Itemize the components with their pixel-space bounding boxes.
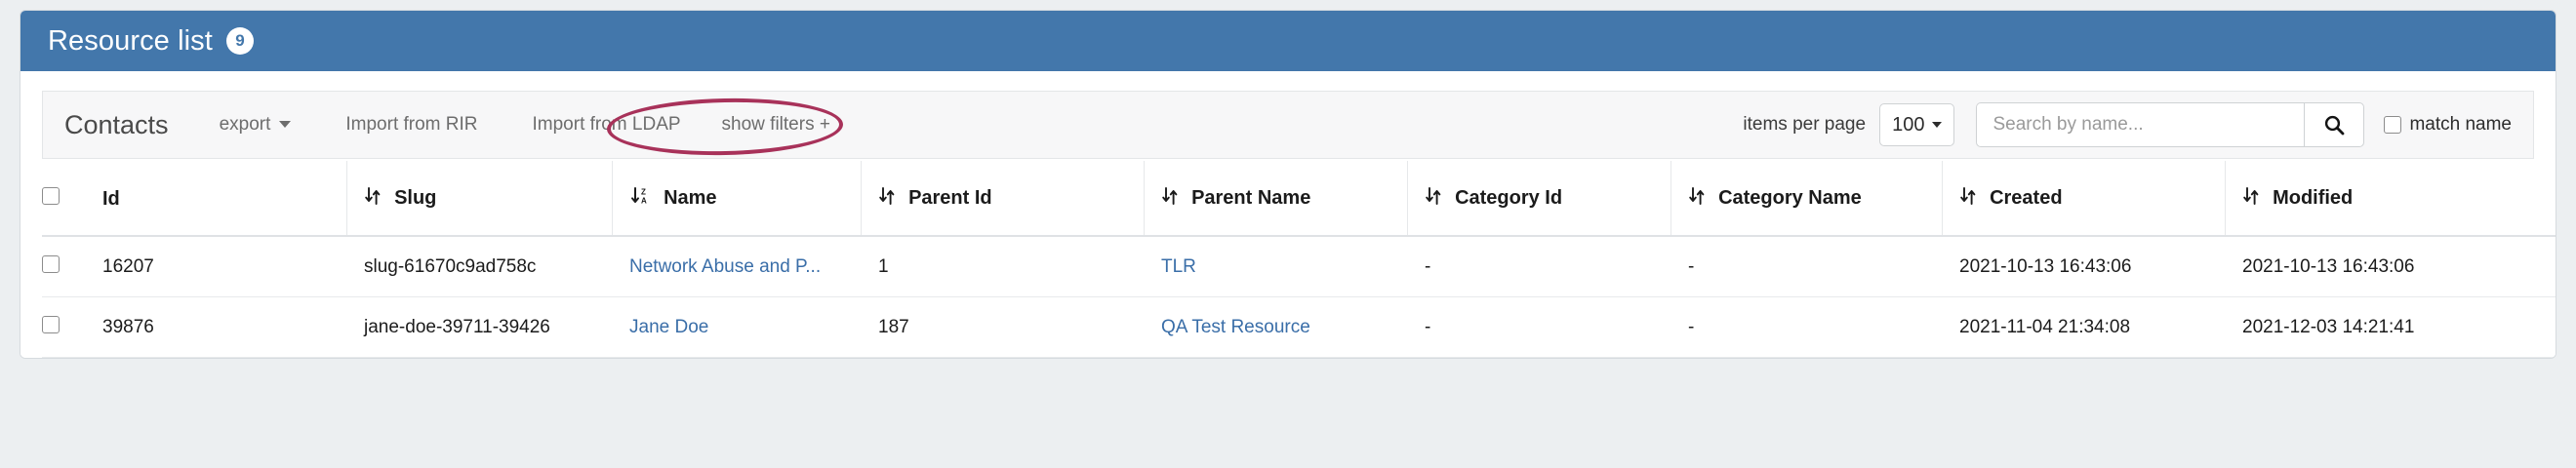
items-per-page-value: 100 <box>1892 113 1925 136</box>
items-per-page-select[interactable]: 100 <box>1879 103 1955 146</box>
column-header-created[interactable]: Created <box>1941 161 2225 237</box>
sort-both-icon <box>2242 186 2259 212</box>
resource-count-badge: 9 <box>225 27 254 55</box>
search-input[interactable] <box>1976 102 2305 147</box>
table-header: Id Slug <box>42 161 2556 237</box>
column-label-parent-id: Parent Id <box>908 187 992 209</box>
sort-both-icon <box>1161 186 1178 212</box>
cell-parent-id: 1 <box>861 236 1144 297</box>
cell-parent-name[interactable]: TLR <box>1144 236 1407 297</box>
column-label-parent-name: Parent Name <box>1191 187 1311 209</box>
list-toolbar: Contacts export Import from RIR Import f… <box>42 91 2534 159</box>
items-per-page-label: items per page <box>1743 114 1867 135</box>
resource-list-panel: Resource list 9 Contacts export Import f… <box>20 10 2556 359</box>
column-label-modified: Modified <box>2273 187 2354 209</box>
table-row[interactable]: 39876 jane-doe-39711-39426 Jane Doe 187 … <box>42 296 2556 358</box>
column-header-slug[interactable]: Slug <box>345 161 612 237</box>
export-label: export <box>219 114 271 135</box>
sort-descending-za-icon: Z A <box>630 186 650 212</box>
cell-category-name: - <box>1670 296 1942 358</box>
toolbar-heading: Contacts <box>64 109 169 139</box>
search-icon <box>2325 115 2345 136</box>
chevron-down-icon <box>279 121 292 128</box>
cell-modified: 2021-10-13 16:43:06 <box>2225 236 2517 297</box>
column-header-parent-id[interactable]: Parent Id <box>860 161 1144 237</box>
column-header-parent-name[interactable]: Parent Name <box>1143 161 1407 237</box>
svg-text:Z: Z <box>641 188 646 197</box>
select-all-checkbox[interactable] <box>42 187 60 205</box>
page-title: Resource list <box>48 24 213 57</box>
column-label-id: Id <box>102 187 120 210</box>
panel-header: Resource list 9 <box>20 11 2556 71</box>
cell-category-name: - <box>1670 236 1942 297</box>
cell-category-id: - <box>1407 236 1670 297</box>
column-label-created: Created <box>1990 187 2063 209</box>
parent-name-link[interactable]: TLR <box>1161 255 1196 277</box>
cell-actions[interactable]: ⚙ <box>2517 236 2556 297</box>
match-name-checkbox[interactable] <box>2384 116 2402 134</box>
sort-both-icon <box>364 186 381 212</box>
cell-actions[interactable]: ⚙ <box>2517 296 2556 358</box>
sort-both-icon <box>1959 186 1976 212</box>
column-header-select-all <box>42 161 102 237</box>
svg-text:A: A <box>641 197 647 206</box>
cell-id: 39876 <box>102 296 346 358</box>
column-header-category-id[interactable]: Category Id <box>1406 161 1670 237</box>
table-body: 16207 slug-61670c9ad758c Network Abuse a… <box>42 236 2556 358</box>
cell-name[interactable]: Network Abuse and P... <box>612 236 861 297</box>
resource-name-link[interactable]: Network Abuse and P... <box>629 255 822 277</box>
cell-slug: slug-61670c9ad758c <box>346 236 612 297</box>
column-label-name: Name <box>664 187 717 209</box>
import-from-rir-button[interactable]: Import from RIR <box>345 114 478 135</box>
column-label-slug: Slug <box>394 187 437 209</box>
parent-name-link[interactable]: QA Test Resource <box>1161 316 1310 337</box>
search-button[interactable] <box>2304 102 2365 147</box>
panel-body: Contacts export Import from RIR Import f… <box>20 71 2556 358</box>
show-filters-button[interactable]: show filters + <box>721 114 830 135</box>
cell-created: 2021-11-04 21:34:08 <box>1942 296 2225 358</box>
toolbar-actions: Contacts export Import from RIR Import f… <box>64 108 840 141</box>
column-header-name[interactable]: Z A Name <box>611 161 861 237</box>
row-select-cell <box>42 236 102 297</box>
row-select-checkbox[interactable] <box>42 315 60 333</box>
column-label-category-name: Category Name <box>1718 187 1862 209</box>
sort-both-icon <box>1688 186 1705 212</box>
column-header-id: Id <box>102 161 346 237</box>
cell-name[interactable]: Jane Doe <box>612 296 861 358</box>
cell-modified: 2021-12-03 14:21:41 <box>2225 296 2517 358</box>
cell-parent-name[interactable]: QA Test Resource <box>1144 296 1407 358</box>
row-select-checkbox[interactable] <box>42 254 60 273</box>
search-group <box>1976 102 2365 147</box>
import-from-ldap-button[interactable]: Import from LDAP <box>532 114 681 135</box>
cell-category-id: - <box>1407 296 1670 358</box>
sort-both-icon <box>1425 186 1441 212</box>
table-row[interactable]: 16207 slug-61670c9ad758c Network Abuse a… <box>42 236 2556 297</box>
cell-created: 2021-10-13 16:43:06 <box>1942 236 2225 297</box>
cell-parent-id: 187 <box>861 296 1144 358</box>
match-name-label: match name <box>2409 114 2512 135</box>
row-select-cell <box>42 296 102 358</box>
export-dropdown-button[interactable]: export <box>210 108 302 141</box>
chevron-down-icon <box>1932 122 1943 128</box>
cell-id: 16207 <box>102 236 346 297</box>
toolbar-controls: items per page 100 match name <box>1743 102 2512 147</box>
column-header-modified[interactable]: Modified <box>2224 161 2517 237</box>
table-header-row: Id Slug <box>42 161 2556 237</box>
column-header-actions <box>2517 161 2556 237</box>
resource-table: Id Slug <box>42 161 2556 358</box>
column-label-category-id: Category Id <box>1455 187 1563 209</box>
column-header-category-name[interactable]: Category Name <box>1670 161 1942 237</box>
sort-both-icon <box>878 186 895 212</box>
match-name-control: match name <box>2384 114 2512 136</box>
resource-name-link[interactable]: Jane Doe <box>629 316 709 337</box>
cell-slug: jane-doe-39711-39426 <box>346 296 612 358</box>
